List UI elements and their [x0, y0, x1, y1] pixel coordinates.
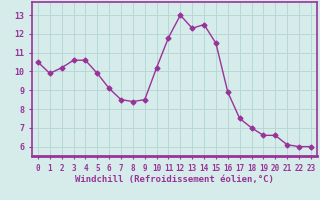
X-axis label: Windchill (Refroidissement éolien,°C): Windchill (Refroidissement éolien,°C): [75, 175, 274, 184]
